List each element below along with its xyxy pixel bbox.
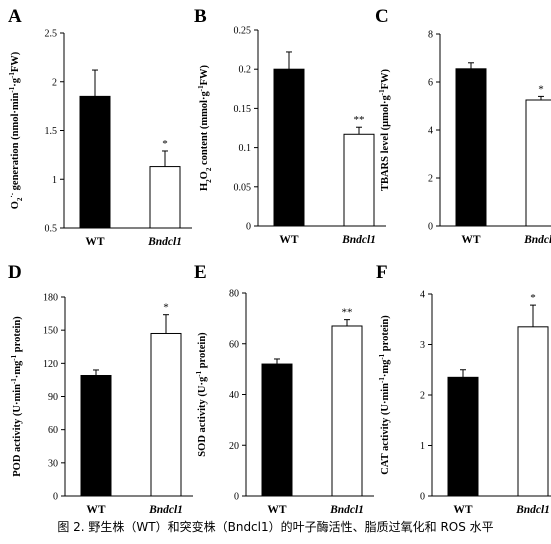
y-tick-label: 0: [428, 222, 433, 233]
y-tick-label: 2: [52, 77, 57, 88]
bar-wt: [80, 374, 112, 497]
y-axis-label: H2O2 content (mmol·g-1FW): [197, 65, 213, 192]
y-tick-label: 0: [234, 492, 239, 503]
y-tick-label: 6: [428, 78, 433, 89]
category-label: WT: [86, 504, 106, 516]
panel-letter: B: [194, 6, 207, 27]
y-tick-label: 150: [43, 326, 58, 337]
y-axis-label: POD activity (U·min-1·mg-1 protein): [10, 316, 23, 477]
significance-mark: *: [163, 302, 169, 314]
panel-letter: D: [8, 262, 22, 283]
bar-bndcl1: [517, 326, 549, 497]
y-axis-label: CAT activity (U·min-1·mg-1 protein): [378, 315, 391, 475]
y-tick-label: 80: [229, 289, 239, 300]
y-tick-label: 8: [428, 30, 433, 41]
y-tick-label: 3: [420, 340, 425, 351]
bar-bndcl1: [343, 133, 375, 227]
bar-wt: [447, 376, 479, 497]
bar-wt: [455, 68, 487, 227]
y-axis-label: TBARS level (μmol·g-1FW): [378, 68, 391, 191]
bar-bndcl1: [331, 325, 363, 497]
y-tick-label: 0.15: [234, 104, 252, 115]
y-axis-label: O2·- generation (nmol·min-1·g-1FW): [8, 51, 24, 209]
bar-bndcl1: [150, 332, 182, 497]
y-tick-label: 2: [420, 391, 425, 402]
y-tick-label: 60: [48, 425, 58, 436]
panel-letter: E: [194, 262, 207, 283]
bar-bndcl1: [149, 166, 181, 229]
y-tick-label: 4: [428, 126, 433, 137]
y-tick-label: 0: [246, 222, 251, 233]
category-label: Bndcl1: [341, 234, 376, 246]
y-tick-label: 2: [428, 174, 433, 185]
category-label: Bndcl1: [329, 504, 364, 516]
significance-mark: *: [162, 138, 168, 150]
y-tick-label: 1: [420, 441, 425, 452]
bar-wt: [273, 68, 305, 227]
category-label: WT: [267, 504, 287, 516]
category-label: Bndcl1: [515, 504, 550, 516]
figure-caption: 图 2. 野生株（WT）和突变株（Bndcl1）的叶子酶活性、脂质过氧化和 RO…: [57, 520, 494, 534]
category-label: WT: [461, 234, 481, 246]
significance-mark: **: [342, 307, 353, 319]
y-tick-label: 180: [43, 293, 58, 304]
y-tick-label: 60: [229, 339, 239, 350]
bar-wt: [261, 363, 293, 497]
y-tick-label: 0: [420, 492, 425, 503]
panel-letter: A: [8, 6, 22, 27]
y-tick-label: 0.1: [239, 143, 252, 154]
y-tick-label: 90: [48, 392, 58, 403]
y-axis-label: SOD activity (U·g-1 protein): [195, 332, 208, 457]
significance-mark: *: [530, 292, 536, 304]
y-tick-label: 0.25: [234, 26, 252, 37]
y-tick-label: 0.2: [239, 65, 252, 76]
y-tick-label: 120: [43, 359, 58, 370]
category-label: Bndcl1: [523, 234, 551, 246]
category-label: Bndcl1: [147, 236, 182, 248]
y-tick-label: 1: [52, 175, 57, 186]
category-label: Bndcl1: [148, 504, 183, 516]
panel-letter: F: [376, 262, 388, 283]
y-tick-label: 4: [420, 290, 425, 301]
bar-bndcl1: [525, 99, 551, 227]
panel-letter: C: [375, 6, 389, 27]
y-tick-label: 0.5: [45, 224, 58, 235]
y-tick-label: 20: [229, 441, 239, 452]
y-tick-label: 2.5: [45, 29, 58, 40]
category-label: WT: [453, 504, 473, 516]
category-label: WT: [279, 234, 299, 246]
bar-wt: [79, 95, 111, 229]
y-tick-label: 1.5: [45, 126, 58, 137]
y-tick-label: 0.05: [234, 182, 252, 193]
significance-mark: *: [538, 83, 544, 95]
y-tick-label: 0: [53, 492, 58, 503]
y-tick-label: 40: [229, 390, 239, 401]
significance-mark: **: [354, 114, 365, 126]
y-tick-label: 30: [48, 458, 58, 469]
category-label: WT: [85, 236, 105, 248]
